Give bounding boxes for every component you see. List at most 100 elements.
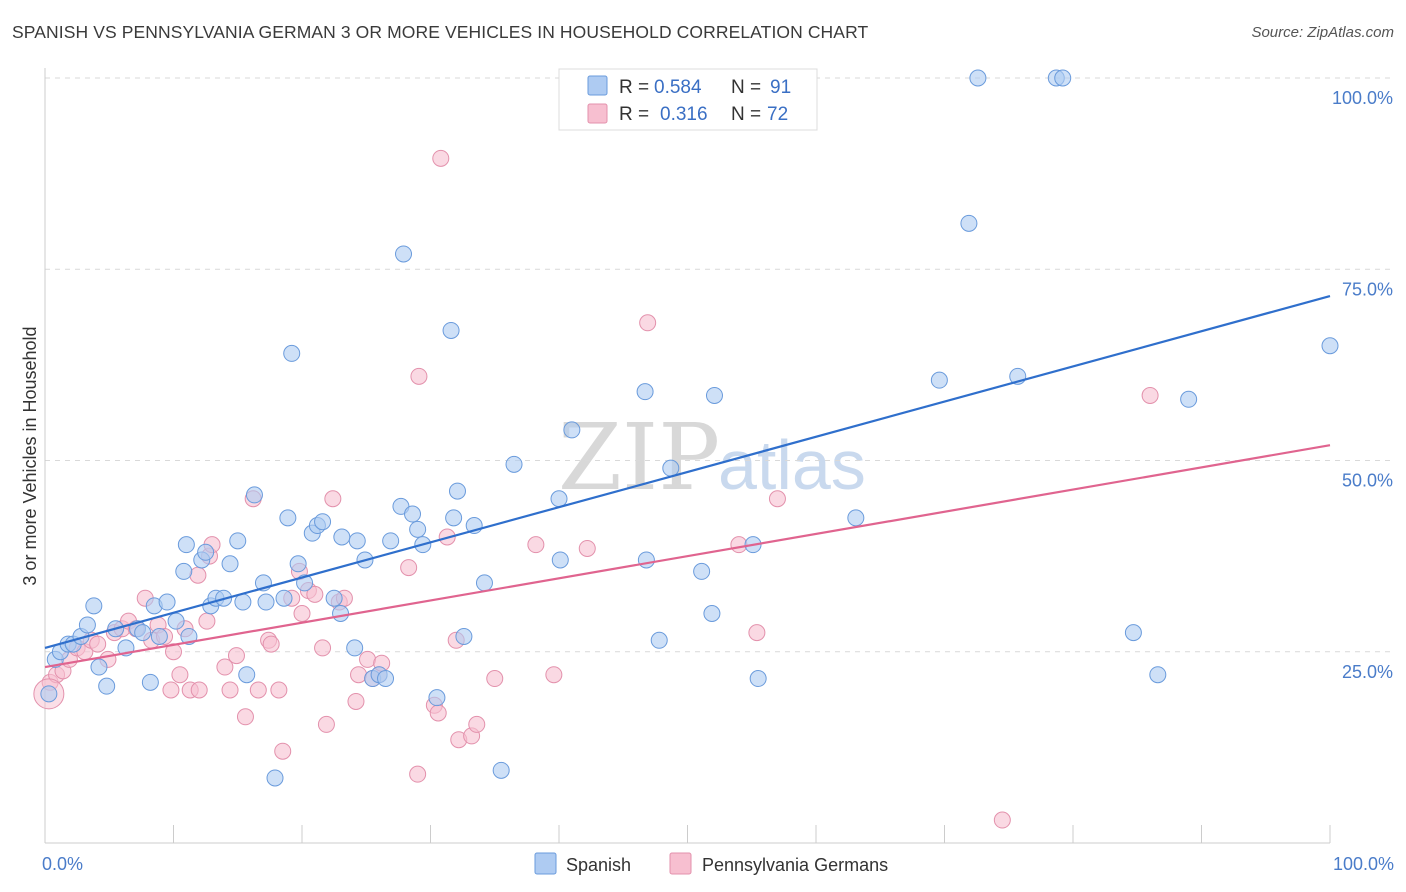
data-point <box>162 681 180 699</box>
data-point <box>748 624 766 642</box>
data-point <box>346 639 364 657</box>
data-point <box>409 765 427 783</box>
data-point <box>227 647 245 665</box>
data-point <box>314 513 332 531</box>
y-tick-label: 25.0% <box>1342 662 1393 682</box>
data-point <box>238 666 256 684</box>
data-point <box>993 811 1011 829</box>
data-point <box>930 371 948 389</box>
legend-n-value-spanish: 91 <box>770 77 791 98</box>
watermark-zip: ZIP <box>558 404 720 511</box>
data-point <box>847 509 865 527</box>
data-point <box>969 69 987 87</box>
bottom-legend-label-spanish: Spanish <box>566 855 631 875</box>
data-point <box>637 551 655 569</box>
data-point <box>505 455 523 473</box>
data-point <box>563 421 581 439</box>
data-point <box>289 555 307 573</box>
data-point <box>1149 666 1167 684</box>
data-point <box>455 627 473 645</box>
data-point <box>197 543 215 561</box>
data-point <box>270 681 288 699</box>
data-point <box>404 505 422 523</box>
data-point <box>189 566 207 584</box>
gridlines <box>45 77 1393 653</box>
data-point <box>578 539 596 557</box>
data-point <box>283 344 301 362</box>
bottom-legend-swatch-pennsylvania-germans <box>669 852 692 875</box>
data-point <box>89 635 107 653</box>
data-point <box>85 597 103 615</box>
data-point <box>134 624 152 642</box>
data-point <box>486 670 504 688</box>
data-point <box>90 658 108 676</box>
data-point <box>395 245 413 263</box>
data-point <box>332 605 350 622</box>
data-point <box>350 666 368 684</box>
data-point <box>445 509 463 527</box>
correlation-legend: R = 0.584 N = 91 R = 0.316 N = 72 <box>558 68 818 131</box>
data-point <box>730 536 748 554</box>
data-point <box>1141 386 1159 404</box>
data-point <box>475 574 493 592</box>
data-point <box>410 367 428 385</box>
data-point <box>198 612 216 630</box>
source-credit: Source: ZipAtlas.com <box>1251 24 1394 41</box>
data-point <box>703 605 721 622</box>
data-point <box>636 383 654 401</box>
data-point <box>409 520 427 538</box>
data-point <box>650 631 668 649</box>
legend-r-label-spanish: R = <box>619 77 649 98</box>
data-point <box>348 532 366 550</box>
bottom-legend-label-pennsylvania-germans: Pennsylvania Germans <box>702 855 888 875</box>
x-tick-label-min: 0.0% <box>42 854 83 874</box>
data-point <box>190 681 208 699</box>
legend-r-value-pennsylvania-germans: 0.316 <box>660 104 708 125</box>
data-point <box>377 670 395 688</box>
data-point <box>40 685 58 703</box>
data-point <box>442 321 460 339</box>
data-point <box>249 681 267 699</box>
trend-line-pennsylvania-germans <box>44 444 1331 669</box>
data-point <box>175 562 193 580</box>
trend-line-spanish <box>44 294 1331 649</box>
data-point <box>78 616 96 634</box>
data-point <box>448 482 466 500</box>
data-point <box>317 715 335 733</box>
data-point <box>221 681 239 699</box>
data-point <box>359 650 377 668</box>
data-point <box>257 593 275 611</box>
legend-n-value-pennsylvania-germans: 72 <box>767 104 788 125</box>
bottom-legend-swatch-spanish <box>534 852 557 875</box>
data-point <box>171 666 189 684</box>
data-point <box>325 589 343 607</box>
data-point <box>468 715 486 733</box>
y-tick-label: 100.0% <box>1332 88 1393 108</box>
y-tick-labels: 25.0% 50.0% 75.0% 100.0% <box>1332 88 1393 682</box>
data-point <box>527 536 545 554</box>
data-point <box>382 532 400 550</box>
data-point <box>551 551 569 569</box>
data-point <box>234 593 252 611</box>
data-point <box>216 658 234 676</box>
data-point <box>236 708 254 726</box>
chart-title: SPANISH VS PENNSYLVANIA GERMAN 3 OR MORE… <box>12 22 869 42</box>
y-axis-label: 3 or more Vehicles in Household <box>20 326 40 585</box>
legend-swatch-pennsylvania-germans <box>587 103 608 124</box>
x-tick-label-max: 100.0% <box>1333 854 1394 874</box>
data-point <box>347 692 365 710</box>
data-point <box>150 627 168 645</box>
trend-lines <box>44 294 1331 669</box>
y-tick-label: 75.0% <box>1342 279 1393 299</box>
data-point <box>429 704 447 722</box>
data-point <box>306 585 324 603</box>
data-point <box>266 769 284 787</box>
data-point <box>550 490 568 508</box>
data-point <box>492 761 510 779</box>
data-point <box>274 742 292 760</box>
data-point <box>158 593 176 611</box>
data-point <box>293 605 311 622</box>
data-point <box>749 670 767 688</box>
data-point <box>245 486 263 504</box>
